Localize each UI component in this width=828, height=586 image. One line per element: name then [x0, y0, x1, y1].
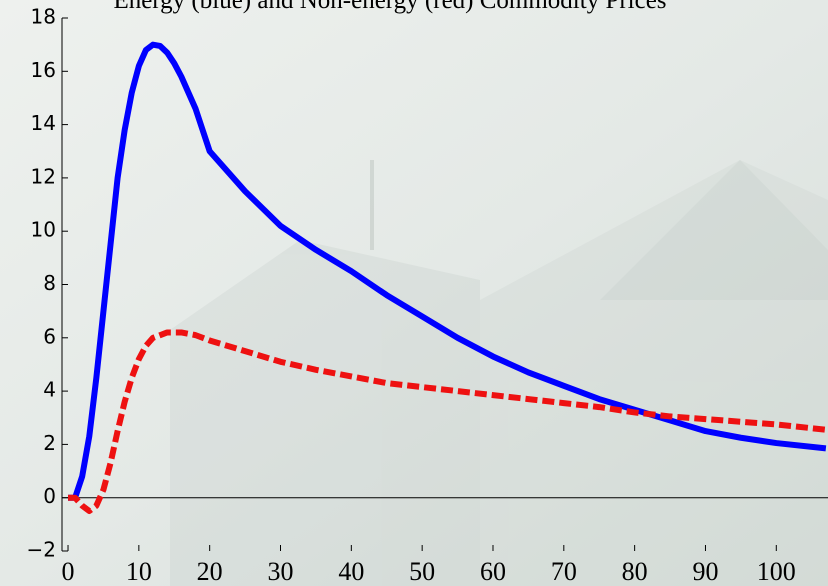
y-tick-label: 18 — [31, 5, 56, 29]
y-tick-label: 16 — [31, 58, 56, 82]
x-tick-label: 20 — [197, 557, 223, 586]
x-tick-label: 30 — [268, 557, 294, 586]
y-tick-label: 0 — [43, 484, 56, 508]
y-tick-label: 4 — [43, 378, 56, 402]
x-tick-label: 90 — [692, 557, 718, 586]
x-tick-label: 80 — [622, 557, 648, 586]
series-line — [68, 329, 827, 515]
y-tick-label: 10 — [31, 218, 56, 242]
y-tick-label: −2 — [27, 538, 56, 562]
chart-title: Energy (blue) and Non-energy (red) Commo… — [113, 0, 666, 14]
y-tick-label: 2 — [43, 431, 56, 455]
building-backdrop — [170, 160, 828, 586]
x-tick-label: 50 — [409, 557, 435, 586]
series-line — [68, 41, 827, 501]
y-tick-label: 14 — [31, 111, 56, 135]
x-tick-label: 60 — [480, 557, 506, 586]
y-tick-label: 8 — [43, 271, 56, 295]
x-tick-label: 40 — [338, 557, 364, 586]
y-tick-label: 6 — [43, 324, 56, 348]
x-tick-label: 100 — [757, 557, 796, 586]
x-tick-label: 70 — [551, 557, 577, 586]
y-tick-label: 12 — [31, 164, 56, 188]
x-tick-label: 10 — [126, 557, 152, 586]
x-tick-label: 0 — [62, 557, 75, 586]
